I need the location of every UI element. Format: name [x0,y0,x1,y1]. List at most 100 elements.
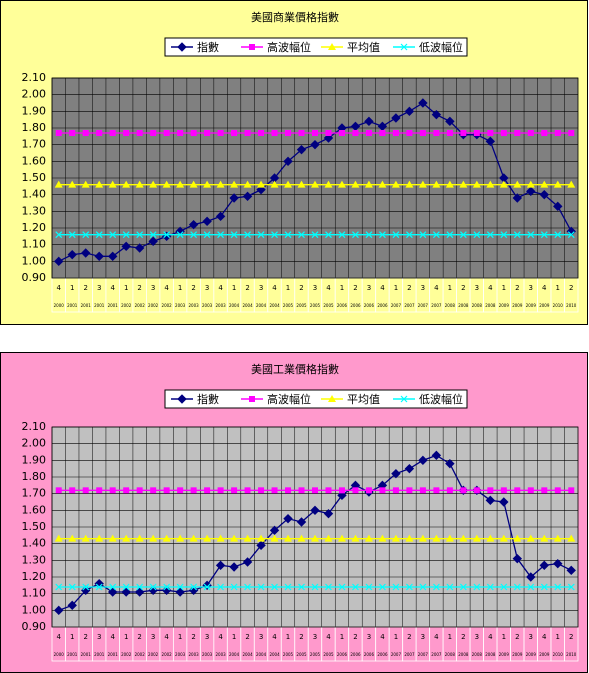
point [297,534,306,542]
point [229,193,239,203]
point [54,534,63,542]
x-year-label: 2002 [135,303,146,308]
point [513,583,521,591]
x-tick-label: 2 [407,284,411,292]
x-tick-label: 3 [475,284,479,292]
point [419,130,426,136]
x-tick-label: 1 [232,284,236,292]
point [134,587,145,597]
x-tick-label: 1 [286,633,290,641]
x-tick-label: 2 [569,633,573,641]
point [514,487,521,494]
point [540,180,549,188]
x-tick-label: 4 [164,284,169,292]
point [364,534,373,542]
point [539,189,549,200]
point [190,130,197,136]
point [365,130,372,136]
y-tick-label: 1.60 [22,503,47,516]
x-tick-label: 2 [407,633,411,641]
legend-marker [177,42,187,52]
point [258,487,265,494]
point [445,180,454,188]
x-year-label: 2007 [391,652,402,657]
y-tick-label: 1.10 [22,587,47,600]
point [541,130,548,136]
x-year-label: 2007 [418,303,429,308]
point [285,130,292,136]
point [459,534,468,542]
point [217,130,224,136]
x-year-label: 2008 [445,652,456,657]
point [55,487,62,494]
point [312,487,318,494]
legend [164,37,468,57]
point [122,180,131,188]
point [337,180,346,188]
x-tick-label: 3 [475,633,479,641]
x-tick-label: 3 [151,284,155,292]
x-year-label: 2009 [526,652,537,657]
y-tick-label: 1.50 [22,171,47,184]
point [568,130,575,136]
point [419,583,427,591]
point [54,256,64,267]
x-year-label: 2003 [175,652,186,657]
x-year-label: 2005 [310,303,321,308]
point [243,534,252,542]
y-tick-label: 1.20 [22,570,47,583]
y-tick-label: 2.10 [22,71,47,84]
point [149,583,157,591]
point [567,583,575,591]
x-year-label: 2004 [256,303,267,308]
x-tick-label: 4 [272,633,277,641]
x-year-label: 2001 [81,303,92,308]
point [499,497,509,507]
point [459,583,467,591]
point [271,231,278,239]
x-year-label: 2001 [108,303,119,308]
legend-marker [249,44,255,50]
point [176,231,184,239]
point [338,130,345,136]
point [202,216,212,227]
x-tick-label: 2 [461,633,465,641]
point [391,468,401,479]
y-tick-label: 0.90 [22,271,47,284]
point [391,113,401,123]
point [405,583,413,591]
point [81,180,90,188]
point [68,534,77,542]
legend [164,389,468,409]
x-tick-label: 3 [205,284,209,292]
point [378,534,387,542]
point [55,231,63,239]
point [284,180,293,188]
x-tick-label: 2 [353,633,357,641]
point [284,231,292,239]
point [432,534,441,542]
point [352,231,359,239]
x-year-label: 2003 [202,652,213,657]
x-year-label: 2007 [431,652,442,657]
point [392,130,399,136]
plot-border [51,77,579,279]
point [215,211,226,222]
point [149,180,158,188]
y-tick-label: 1.40 [22,537,47,550]
point [446,487,453,494]
point [149,534,158,542]
x-tick-label: 2 [245,284,249,292]
point [217,231,225,239]
point [68,231,76,239]
point [284,583,292,591]
point [553,534,562,542]
x-tick-label: 4 [218,284,223,292]
point [445,458,455,469]
point [514,130,521,136]
point [298,487,305,494]
x-tick-label: 1 [70,284,74,292]
point [553,558,563,569]
point [554,231,562,239]
point [296,144,307,155]
